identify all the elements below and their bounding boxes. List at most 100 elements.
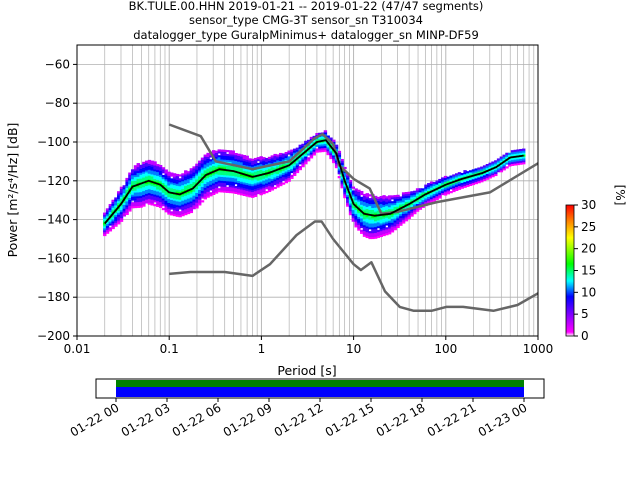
histogram-cell: [203, 162, 208, 165]
histogram-cell: [186, 194, 191, 197]
histogram-cell: [133, 205, 138, 209]
histogram-cell: [245, 184, 249, 187]
histogram-cell: [220, 174, 224, 177]
histogram-cell: [354, 203, 358, 207]
histogram-cell: [499, 164, 504, 167]
histogram-cell: [253, 163, 258, 166]
histogram-cell: [368, 225, 372, 228]
histogram-cell: [351, 186, 356, 189]
histogram-cell: [390, 206, 395, 210]
histogram-cell: [443, 177, 448, 181]
histogram-cell: [119, 209, 124, 213]
y-tick-label: −180: [37, 290, 70, 304]
histogram-cell: [136, 176, 140, 179]
histogram-cell: [167, 185, 171, 188]
histogram-cell: [410, 198, 414, 202]
histogram-cell: [276, 166, 280, 169]
histogram-cell: [128, 178, 132, 181]
histogram-cell: [382, 222, 386, 225]
histogram-cell: [413, 196, 417, 199]
histogram-cell: [203, 166, 208, 169]
histogram-cell: [211, 167, 216, 170]
histogram-cell: [357, 220, 361, 223]
histogram-cell: [421, 198, 425, 201]
histogram-cell: [105, 229, 110, 232]
histogram-cell: [128, 191, 132, 195]
histogram-cell: [220, 151, 224, 154]
histogram-cell: [119, 208, 124, 211]
y-tick-label: −80: [45, 96, 70, 110]
histogram-cell: [329, 143, 333, 146]
histogram-cell: [259, 162, 263, 165]
histogram-cell: [407, 214, 411, 218]
histogram-cell: [295, 168, 300, 172]
histogram-cell: [228, 190, 233, 194]
histogram-cell: [195, 175, 199, 178]
histogram-cell: [346, 179, 350, 182]
histogram-cell: [273, 173, 277, 176]
histogram-cell: [413, 212, 417, 215]
histogram-cell: [158, 205, 163, 208]
histogram-cell: [390, 218, 395, 221]
histogram-cell: [198, 164, 202, 167]
histogram-cell: [225, 171, 230, 174]
histogram-cell: [136, 194, 140, 197]
histogram-cell: [382, 195, 386, 198]
histogram-cell: [376, 226, 381, 229]
histogram-cell: [382, 216, 386, 219]
histogram-cell: [468, 174, 473, 177]
histogram-cell: [170, 178, 174, 181]
histogram-cell: [200, 190, 205, 193]
histogram-cell: [373, 205, 378, 208]
histogram-cell: [362, 234, 367, 237]
histogram-cell: [522, 154, 526, 157]
histogram-cell: [184, 172, 188, 175]
histogram-cell: [326, 151, 330, 154]
histogram-cell: [270, 155, 275, 158]
histogram-cell: [468, 179, 473, 183]
histogram-cell: [427, 196, 431, 199]
histogram-cell: [346, 196, 350, 199]
y-tick-label: −100: [37, 135, 70, 149]
histogram-cell: [362, 223, 367, 226]
histogram-cell: [357, 201, 361, 204]
histogram-cell: [340, 178, 344, 181]
histogram-cell: [178, 205, 182, 208]
histogram-cell: [287, 175, 291, 178]
histogram-cell: [262, 170, 266, 173]
histogram-cell: [348, 211, 353, 214]
histogram-cell: [130, 196, 135, 199]
histogram-cell: [161, 171, 166, 174]
histogram-cell: [111, 201, 115, 204]
histogram-cell: [354, 207, 358, 210]
histogram-cell: [343, 166, 347, 170]
histogram-cell: [273, 161, 277, 164]
histogram-cell: [170, 174, 174, 177]
histogram-cell: [351, 192, 356, 195]
histogram-cell: [393, 208, 397, 211]
histogram-cell: [334, 144, 339, 147]
histogram-cell: [170, 188, 174, 191]
histogram-cell: [125, 195, 129, 198]
histogram-cell: [142, 204, 146, 207]
histogram-cell: [117, 198, 121, 202]
histogram-cell: [136, 180, 140, 183]
histogram-cell: [281, 170, 286, 174]
histogram-cell: [360, 229, 364, 232]
histogram-cell: [454, 186, 459, 190]
histogram-cell: [446, 176, 451, 179]
histogram-cell: [147, 161, 152, 165]
histogram-cell: [139, 174, 143, 177]
histogram-cell: [251, 195, 255, 198]
histogram-cell: [262, 192, 266, 195]
histogram-cell: [441, 181, 445, 184]
histogram-cell: [480, 180, 484, 183]
histogram-cell: [136, 163, 140, 166]
plot-area: 0.01 0.1 1 10 100 1000 −60−80−100−120−140−160…: [5, 44, 553, 378]
histogram-cell: [365, 218, 370, 221]
histogram-cell: [337, 158, 342, 161]
histogram-cell: [164, 190, 168, 193]
histogram-cell: [360, 222, 364, 225]
histogram-cell: [195, 177, 199, 180]
histogram-cell: [390, 212, 395, 216]
